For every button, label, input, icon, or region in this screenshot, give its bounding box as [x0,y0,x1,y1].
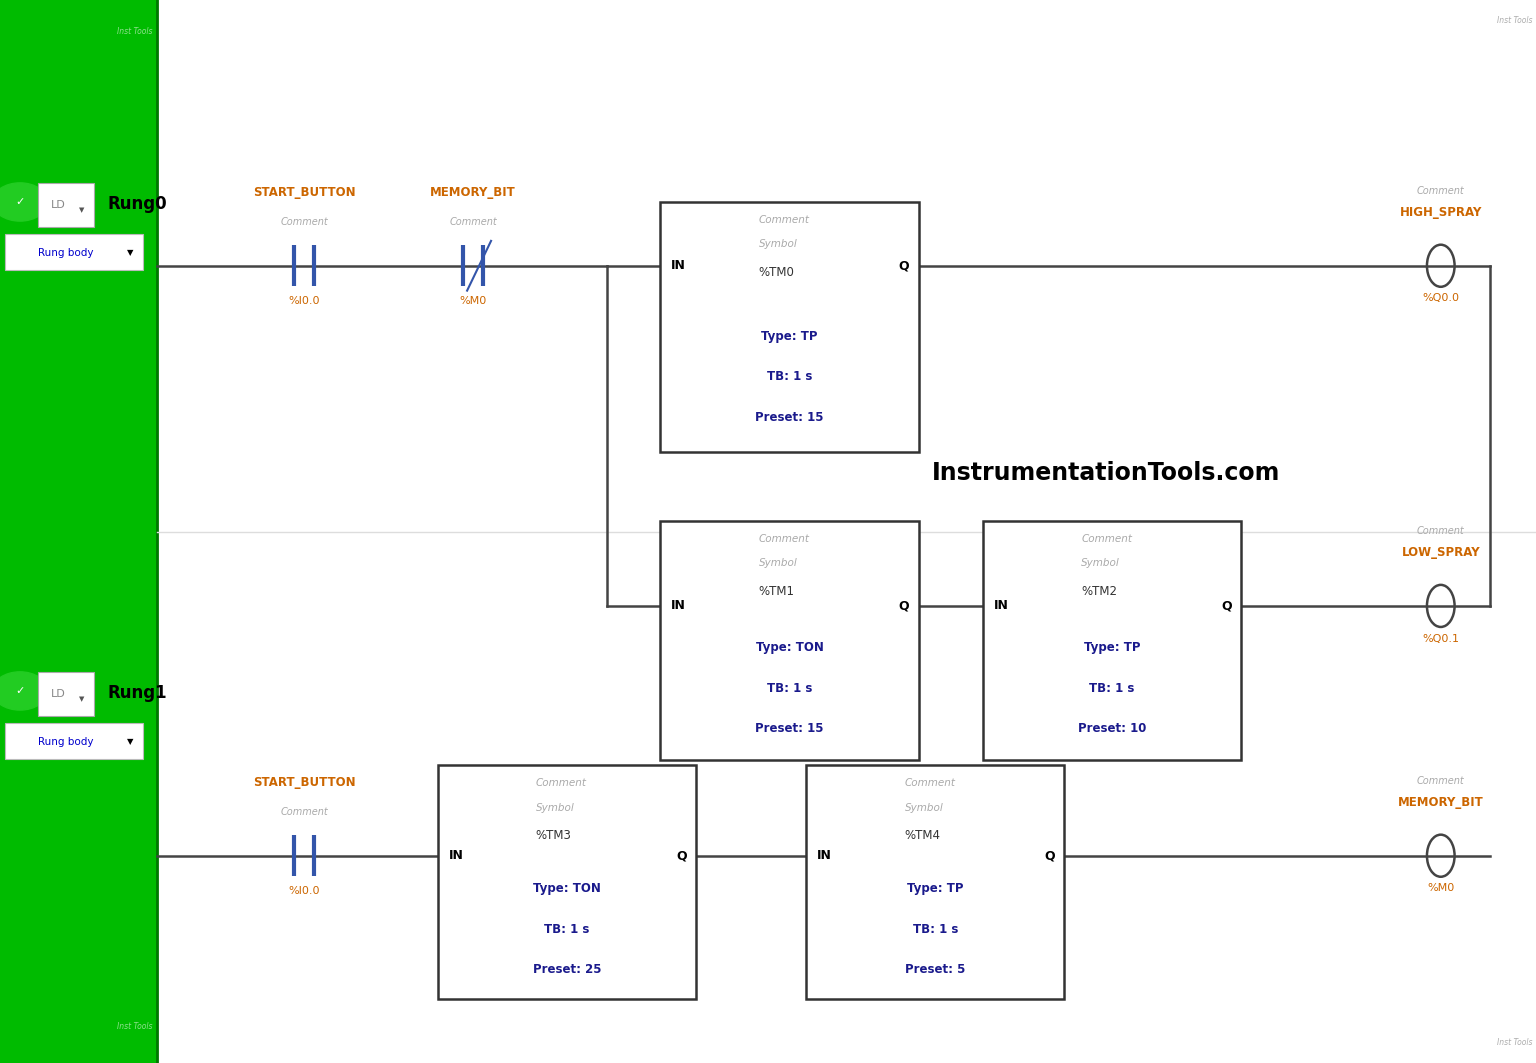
Text: MEMORY_BIT: MEMORY_BIT [1398,796,1484,809]
Text: %TM0: %TM0 [759,266,794,279]
Text: ▼: ▼ [78,696,84,703]
FancyBboxPatch shape [38,183,94,227]
Text: Symbol: Symbol [536,803,574,812]
FancyBboxPatch shape [806,765,1064,999]
Text: %M0: %M0 [1427,883,1455,893]
Text: Comment: Comment [536,778,587,788]
Text: Q: Q [1221,600,1232,612]
Text: %M0: %M0 [459,297,487,306]
Text: %TM2: %TM2 [1081,585,1117,597]
Text: Q: Q [899,259,909,272]
FancyBboxPatch shape [660,521,919,760]
Text: ▼: ▼ [78,207,84,214]
Text: Comment: Comment [1416,526,1465,536]
Text: Q: Q [899,600,909,612]
Text: Symbol: Symbol [905,803,943,812]
Text: Preset: 5: Preset: 5 [905,963,966,976]
Text: TB: 1 s: TB: 1 s [766,681,813,695]
Text: Inst Tools: Inst Tools [1498,1039,1533,1047]
Text: Inst Tools: Inst Tools [117,1023,152,1031]
Text: Comment: Comment [905,778,955,788]
Text: START_BUTTON: START_BUTTON [253,776,355,790]
FancyBboxPatch shape [5,234,143,270]
Text: Preset: 25: Preset: 25 [533,963,601,976]
Text: ✓: ✓ [15,197,25,207]
FancyBboxPatch shape [983,521,1241,760]
FancyBboxPatch shape [438,765,696,999]
Text: ✓: ✓ [15,686,25,696]
Text: Comment: Comment [449,217,498,227]
Text: Q: Q [1044,849,1055,862]
Text: Rung body: Rung body [38,737,94,747]
Text: Type: TP: Type: TP [762,330,817,343]
Text: TB: 1 s: TB: 1 s [544,923,590,935]
Text: %I0.0: %I0.0 [289,297,319,306]
Text: %Q0.1: %Q0.1 [1422,634,1459,643]
Text: Q: Q [676,849,687,862]
Text: Comment: Comment [1416,186,1465,196]
Text: Inst Tools: Inst Tools [1498,16,1533,24]
Text: Type: TON: Type: TON [756,641,823,655]
Text: Inst Tools: Inst Tools [117,27,152,35]
Text: TB: 1 s: TB: 1 s [912,923,958,935]
Text: LOW_SPRAY: LOW_SPRAY [1401,546,1481,559]
FancyBboxPatch shape [38,672,94,716]
Text: %TM4: %TM4 [905,829,940,842]
Circle shape [0,183,48,221]
Text: TB: 1 s: TB: 1 s [1089,681,1135,695]
Text: Preset: 15: Preset: 15 [756,410,823,424]
Text: Comment: Comment [280,217,329,227]
FancyBboxPatch shape [0,0,157,1063]
Text: Rung body: Rung body [38,248,94,258]
Text: %I0.0: %I0.0 [289,887,319,896]
Text: IN: IN [671,600,687,612]
Text: LD: LD [51,689,66,699]
Text: IN: IN [817,849,833,862]
Text: Rung1: Rung1 [108,685,167,702]
Text: IN: IN [671,259,687,272]
Text: Type: TP: Type: TP [1084,641,1140,655]
Text: ▼: ▼ [127,249,134,257]
Text: HIGH_SPRAY: HIGH_SPRAY [1399,206,1482,219]
Text: Comment: Comment [280,807,329,817]
Text: Symbol: Symbol [1081,558,1120,568]
FancyBboxPatch shape [5,723,143,759]
Text: IN: IN [994,600,1009,612]
Text: Comment: Comment [1081,534,1132,543]
Text: Symbol: Symbol [759,558,797,568]
Text: Comment: Comment [1416,776,1465,786]
Text: Type: TON: Type: TON [533,882,601,895]
Text: Preset: 10: Preset: 10 [1078,722,1146,736]
Text: InstrumentationTools.com: InstrumentationTools.com [932,461,1279,485]
Text: %TM1: %TM1 [759,585,794,597]
Text: Comment: Comment [759,215,809,224]
Text: LD: LD [51,200,66,210]
Text: Type: TP: Type: TP [908,882,963,895]
Text: IN: IN [449,849,464,862]
Text: TB: 1 s: TB: 1 s [766,370,813,384]
Text: Symbol: Symbol [759,239,797,249]
Text: Rung0: Rung0 [108,196,167,213]
FancyBboxPatch shape [660,202,919,452]
Text: START_BUTTON: START_BUTTON [253,186,355,200]
Text: Comment: Comment [759,534,809,543]
Text: %Q0.0: %Q0.0 [1422,293,1459,303]
Text: ▼: ▼ [127,738,134,746]
Circle shape [0,672,48,710]
Text: %TM3: %TM3 [536,829,571,842]
Text: MEMORY_BIT: MEMORY_BIT [430,186,516,200]
Text: Preset: 15: Preset: 15 [756,722,823,736]
